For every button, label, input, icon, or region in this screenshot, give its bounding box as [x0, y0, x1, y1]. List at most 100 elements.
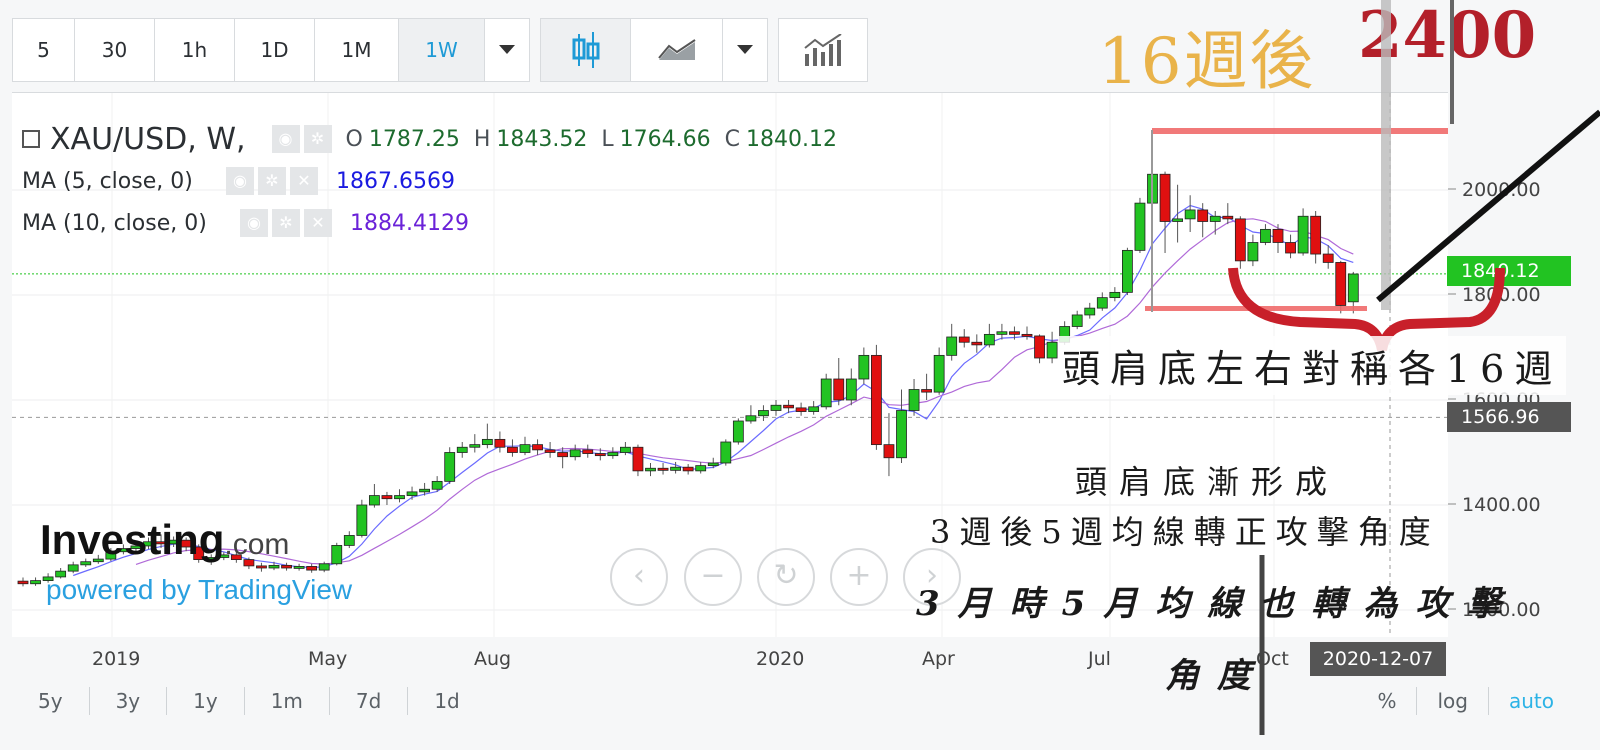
zoom-out-button[interactable]: − — [684, 548, 742, 606]
chart-toolbar: 5 30 1h 1D 1M 1W — [12, 18, 878, 82]
reset-button[interactable]: ↻ — [757, 548, 815, 606]
candle-down — [1322, 253, 1334, 263]
candle-up — [394, 495, 405, 500]
auto-toggle[interactable]: auto — [1487, 687, 1574, 715]
candle-up — [205, 557, 217, 560]
investing-logo: Investing.com — [40, 516, 289, 564]
ma5-value: 1867.6569 — [336, 168, 455, 194]
range-3y[interactable]: 3y — [90, 687, 168, 715]
candle-up — [318, 563, 330, 571]
gear-icon[interactable]: ✲ — [258, 167, 286, 195]
candle-up — [331, 545, 343, 565]
candle-up — [92, 558, 104, 563]
candle-down — [1272, 228, 1284, 243]
collapse-icon[interactable] — [22, 130, 40, 148]
ma5-row: MA (5, close, 0) ◉ ✲ ✕ 1867.6569 — [22, 160, 837, 202]
area-chart-icon — [657, 39, 696, 60]
range-7d[interactable]: 7d — [330, 687, 409, 715]
interval-5[interactable]: 5 — [13, 19, 75, 81]
candle-down — [1335, 262, 1347, 306]
candle-up — [406, 491, 418, 496]
crosshair-price-tag: 1566.96 — [1447, 402, 1571, 432]
interval-1m[interactable]: 1M — [315, 19, 399, 81]
close-icon[interactable]: ✕ — [304, 209, 332, 237]
chart-type-group — [540, 18, 768, 82]
candle-down — [582, 449, 594, 454]
annotation-angle: 角度 — [1165, 656, 1269, 696]
time-tick-label: 2020 — [756, 648, 805, 670]
annotation-weeks-later: 16週後 — [1098, 25, 1316, 99]
percent-toggle[interactable]: % — [1377, 689, 1397, 713]
line-chart-button[interactable] — [631, 19, 723, 81]
interval-1d[interactable]: 1D — [235, 19, 315, 81]
interval-30[interactable]: 30 — [75, 19, 155, 81]
scroll-right-button[interactable]: › — [903, 548, 961, 606]
candle-down — [193, 546, 205, 561]
candle-up — [1134, 202, 1146, 251]
ma10-label: MA (10, close, 0) — [22, 210, 207, 236]
eye-icon[interactable]: ◉ — [240, 209, 268, 237]
candle-up — [105, 551, 117, 560]
interval-group: 5 30 1h 1D 1M 1W — [12, 18, 530, 82]
range-5y[interactable]: 5y — [12, 687, 90, 715]
candle-up — [1147, 173, 1158, 204]
candle-up — [896, 410, 907, 459]
range-bar: 5y 3y 1y 1m 7d 1d % log auto — [12, 676, 1600, 726]
chart-type-dropdown[interactable] — [723, 19, 767, 81]
eye-icon[interactable]: ◉ — [226, 167, 254, 195]
range-1m[interactable]: 1m — [245, 687, 330, 715]
candle-up — [707, 462, 719, 467]
candle-up — [1046, 341, 1058, 359]
interval-1w[interactable]: 1W — [399, 19, 485, 81]
candle-up — [481, 438, 493, 446]
candlestick-icon — [572, 32, 599, 68]
scroll-left-button[interactable]: ‹ — [610, 548, 668, 606]
candle-down — [1285, 242, 1296, 254]
annotation-target-price: 2400 — [1358, 0, 1537, 73]
price-tick-label: 2000.00 — [1462, 179, 1541, 201]
candle-down — [230, 554, 242, 560]
candle-up — [419, 488, 431, 493]
candle-up — [1071, 314, 1083, 327]
close-value: 1840.12 — [745, 126, 837, 152]
candle-up — [758, 410, 769, 417]
log-toggle[interactable]: log — [1416, 687, 1488, 715]
candle-down — [557, 452, 569, 458]
candle-down — [155, 541, 167, 545]
refresh-icon: ↻ — [773, 558, 799, 593]
range-1y[interactable]: 1y — [167, 687, 245, 715]
low-label: L — [601, 126, 614, 152]
candle-down — [1310, 215, 1322, 255]
candle-down — [1034, 335, 1045, 359]
chevron-right-icon: › — [926, 558, 938, 593]
candle-down — [1197, 209, 1209, 222]
high-label: H — [473, 126, 491, 152]
candle-up — [645, 467, 656, 472]
powered-by-label: powered by TradingView — [46, 574, 353, 605]
candle-up — [1297, 215, 1309, 254]
symbol-label: XAU/USD, W, — [50, 121, 246, 157]
candlestick-button[interactable] — [541, 19, 631, 81]
price-tick-label: 1800.00 — [1462, 284, 1541, 306]
candle-up — [770, 404, 782, 411]
candle-up — [130, 545, 142, 549]
gear-icon[interactable]: ✲ — [272, 209, 300, 237]
candle-up — [858, 354, 870, 380]
eye-icon[interactable]: ◉ — [271, 125, 300, 153]
candle-down — [958, 336, 970, 343]
zoom-in-button[interactable]: + — [830, 548, 888, 606]
indicators-icon — [804, 34, 842, 66]
time-tick-label: Apr — [922, 648, 955, 670]
range-1d[interactable]: 1d — [434, 689, 460, 713]
close-icon[interactable]: ✕ — [290, 167, 318, 195]
indicators-button[interactable] — [779, 19, 867, 81]
candle-up — [143, 541, 154, 547]
interval-1h[interactable]: 1h — [155, 19, 235, 81]
time-tick-label: Jul — [1088, 648, 1111, 670]
low-value: 1764.66 — [619, 126, 711, 152]
interval-dropdown[interactable] — [485, 19, 529, 81]
candle-up — [670, 466, 681, 471]
candle-down — [632, 446, 644, 472]
time-tick-label: Aug — [474, 648, 512, 670]
gear-icon[interactable]: ✲ — [303, 125, 332, 153]
